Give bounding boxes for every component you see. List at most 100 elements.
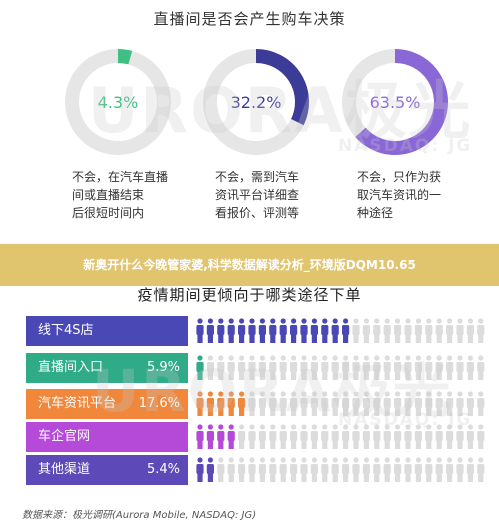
channel-pct-5: 5.4% xyxy=(146,462,180,477)
person-icon xyxy=(404,355,412,380)
person-icon xyxy=(342,457,350,482)
channel-name-3: 汽车资讯平台 xyxy=(38,396,117,411)
person-icon xyxy=(196,457,204,482)
person-icon xyxy=(290,457,298,482)
person-icon xyxy=(248,391,256,416)
person-icon xyxy=(331,355,339,380)
person-icon xyxy=(425,457,433,482)
donut-arc-2 xyxy=(255,49,309,126)
person-icon xyxy=(279,355,287,380)
person-icon xyxy=(342,355,350,380)
person-icon xyxy=(258,424,266,449)
person-icon xyxy=(435,457,443,482)
banner xyxy=(0,244,499,286)
person-icon xyxy=(446,318,454,343)
channel-name-2: 直播间入口 xyxy=(38,360,104,375)
person-icon xyxy=(362,355,370,380)
person-icon xyxy=(456,318,464,343)
person-icon xyxy=(362,318,370,343)
person-icon xyxy=(352,318,360,343)
person-icon xyxy=(425,355,433,380)
channel-name-5: 其他渠道 xyxy=(38,462,91,477)
channel-bar-3: 汽车资讯平台 17.6% xyxy=(26,389,188,419)
person-icon xyxy=(477,424,485,449)
person-icon xyxy=(217,457,225,482)
person-icon xyxy=(227,318,235,343)
person-icon xyxy=(383,391,391,416)
donut-value-2: 32.2% xyxy=(231,93,282,112)
person-icon xyxy=(248,355,256,380)
person-icon xyxy=(238,391,246,416)
banner-text: 新奥开什么今晚管家婆,科学数据解读分析_环境版DQM10.65 xyxy=(83,258,416,272)
donut-desc-1: 不会，在汽车直播 间或直播结束 后很短时间内 xyxy=(72,170,169,220)
person-icon xyxy=(310,457,318,482)
person-icon xyxy=(477,457,485,482)
person-icon xyxy=(227,391,235,416)
channel-pct-3: 17.6% xyxy=(138,396,180,411)
person-icon xyxy=(435,391,443,416)
person-icon xyxy=(383,424,391,449)
channel-pct-2: 5.9% xyxy=(146,360,180,375)
person-icon xyxy=(310,424,318,449)
person-icon xyxy=(331,424,339,449)
person-icon xyxy=(394,391,402,416)
channel-bar-4: 车企官网 xyxy=(26,422,188,452)
donut-arc-3 xyxy=(355,49,448,155)
person-icon xyxy=(466,318,474,343)
donut-arc-1 xyxy=(117,49,133,65)
person-icon xyxy=(227,424,235,449)
person-icon xyxy=(414,391,422,416)
person-icon xyxy=(373,355,381,380)
person-icon xyxy=(269,424,277,449)
person-icon xyxy=(290,318,298,343)
channel-bar-1: 线下4S店 xyxy=(26,316,188,346)
person-icon xyxy=(425,391,433,416)
person-icon xyxy=(300,355,308,380)
person-icon xyxy=(310,318,318,343)
person-icon xyxy=(331,318,339,343)
person-icon xyxy=(373,457,381,482)
person-icon xyxy=(383,355,391,380)
person-icon xyxy=(477,318,485,343)
person-icon xyxy=(227,355,235,380)
person-icon xyxy=(383,457,391,482)
person-icon xyxy=(196,318,204,343)
person-icon xyxy=(258,391,266,416)
person-icon xyxy=(456,355,464,380)
person-icon xyxy=(446,391,454,416)
person-icon xyxy=(331,391,339,416)
person-icon xyxy=(217,424,225,449)
person-icon xyxy=(248,424,256,449)
person-icon xyxy=(373,391,381,416)
person-icon xyxy=(269,355,277,380)
person-icon xyxy=(352,355,360,380)
donut-desc-3: 不会，只作为获 取汽车资讯的一 种途径 xyxy=(357,170,442,220)
person-icon xyxy=(435,318,443,343)
person-icon xyxy=(456,457,464,482)
watermark-top: URORA极光 xyxy=(88,74,473,147)
person-icon xyxy=(217,391,225,416)
person-icon xyxy=(342,424,350,449)
person-icon xyxy=(383,318,391,343)
person-icon xyxy=(279,424,287,449)
person-icon xyxy=(279,391,287,416)
person-icon xyxy=(321,424,329,449)
donut-section-title: 直播间是否会产生购车决策 xyxy=(153,10,346,28)
person-icon xyxy=(435,355,443,380)
person-icon xyxy=(456,424,464,449)
person-icon xyxy=(414,457,422,482)
person-icon xyxy=(290,391,298,416)
bar-section-title: 疫情期间更倾向于哪类途径下单 xyxy=(137,286,362,304)
donut-value-1: 4.3% xyxy=(98,93,139,112)
person-icon xyxy=(352,391,360,416)
person-icon xyxy=(238,424,246,449)
person-icon xyxy=(362,457,370,482)
person-icon xyxy=(310,355,318,380)
donut-desc-2: 不会，需到汽车 资讯平台详细查 看报价、评测等 xyxy=(215,170,300,220)
person-icon xyxy=(238,318,246,343)
person-icon xyxy=(373,318,381,343)
person-icon xyxy=(206,391,214,416)
person-icon xyxy=(394,318,402,343)
watermark-bottom-sub: NASDAQ: JG xyxy=(338,410,473,430)
person-icon xyxy=(373,424,381,449)
